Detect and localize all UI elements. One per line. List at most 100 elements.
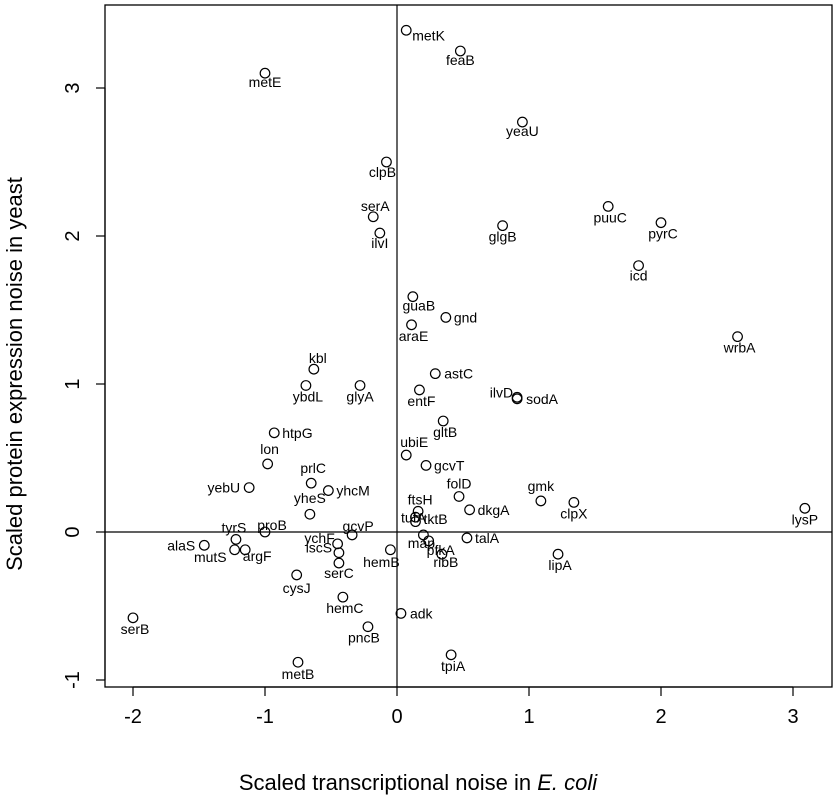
point-label-serC: serC — [324, 565, 354, 581]
point-lon — [262, 458, 274, 470]
point-label-argF: argF — [243, 548, 272, 564]
point-label-icd: icd — [630, 268, 648, 284]
point-label-iscS: iscS — [306, 540, 332, 556]
point-feaB — [454, 45, 466, 57]
point-label-guaB: guaB — [402, 298, 435, 314]
point-label-clpB: clpB — [369, 164, 396, 180]
point-label-tpiA: tpiA — [441, 658, 466, 674]
point-label-glgB: glgB — [489, 229, 517, 245]
point-pfkA — [423, 535, 435, 547]
point-label-tyrS: tyrS — [222, 519, 247, 535]
point-yhcM — [322, 485, 334, 496]
point-label-metE: metE — [249, 74, 282, 90]
point-label-gcvP: gcvP — [343, 518, 374, 534]
point-araE — [406, 319, 417, 331]
point-prlC — [305, 477, 317, 489]
point-serB — [127, 612, 139, 624]
point-iscS — [333, 547, 345, 559]
point-label-folD: folD — [447, 475, 472, 491]
point-label-yhcM: yhcM — [336, 483, 369, 499]
point-label-metK: metK — [412, 27, 445, 43]
point-serC — [333, 557, 345, 569]
point-lipA — [552, 548, 564, 560]
x-axis: -2 -1 0 1 2 3 — [124, 686, 799, 728]
point-label-serA: serA — [361, 198, 390, 214]
point-label-clpX: clpX — [560, 505, 588, 521]
point-label-ubiE: ubiE — [400, 434, 428, 450]
point-label-proB: proB — [257, 517, 287, 533]
point-lysP — [799, 502, 811, 514]
point-ubiE — [400, 449, 412, 461]
point-wrbA — [732, 331, 743, 343]
y-axis-title: Scaled protein expression noise in yeast — [2, 177, 27, 571]
point-astC — [429, 368, 441, 380]
point-label-gltB: gltB — [433, 424, 457, 440]
point-label-pyrC: pyrC — [648, 226, 678, 242]
point-tyrS — [230, 534, 242, 545]
point-label-metB: metB — [282, 666, 315, 682]
point-ftsH — [412, 505, 424, 517]
point-tufA — [410, 516, 421, 528]
point-label-mutS: mutS — [194, 549, 227, 565]
point-label-ribB: ribB — [433, 554, 458, 570]
x-tick-label: 2 — [655, 706, 666, 728]
point-label-gmk: gmk — [528, 478, 555, 494]
point-label-map: map — [408, 535, 435, 551]
point-label-gcvT: gcvT — [434, 457, 465, 473]
point-metK — [400, 24, 412, 36]
x-tick-label: -2 — [124, 706, 142, 728]
point-yheS — [304, 508, 316, 520]
point-clpB — [381, 156, 392, 168]
x-axis-title: Scaled transcriptional noise in E. coli — [239, 770, 598, 795]
point-yebU — [243, 482, 255, 494]
point-label-alaS: alaS — [167, 537, 195, 553]
point-sodA — [511, 393, 523, 405]
point-label-pncB: pncB — [348, 630, 380, 646]
point-gltB — [437, 415, 449, 427]
x-tick-label: 0 — [391, 706, 402, 728]
point-label-adk: adk — [410, 605, 434, 621]
point-label-tufA: tufA — [401, 510, 427, 526]
point-metB — [292, 656, 304, 668]
point-glyA — [354, 380, 366, 391]
point-tpiA — [445, 649, 457, 661]
x-tick-label: 3 — [787, 706, 798, 728]
point-label-puuC: puuC — [593, 209, 626, 225]
point-ribB — [436, 548, 448, 560]
point-label-cysJ: cysJ — [283, 580, 311, 596]
point-guaB — [407, 291, 419, 303]
point-label-yeaU: yeaU — [506, 123, 539, 139]
point-gnd — [440, 312, 452, 323]
point-cysJ — [291, 569, 303, 581]
point-adk — [395, 608, 407, 619]
point-serA — [367, 211, 379, 223]
point-label-ilvI: ilvI — [371, 235, 388, 251]
point-label-astC: astC — [444, 366, 473, 382]
point-dkgA — [464, 504, 476, 516]
point-label-tktB: tktB — [423, 511, 447, 527]
point-label-gnd: gnd — [454, 309, 477, 325]
point-metE — [259, 67, 271, 79]
point-label-hemB: hemB — [363, 554, 400, 570]
point-pncB — [362, 621, 374, 633]
point-kbl — [308, 363, 320, 375]
point-label-talA: talA — [475, 530, 500, 546]
point-icd — [633, 260, 644, 272]
point-argF — [239, 544, 251, 556]
point-label-hemC: hemC — [326, 600, 363, 616]
point-label-htpG: htpG — [282, 425, 312, 441]
point-folD — [453, 491, 465, 502]
point-hemC — [337, 591, 349, 603]
y-tick-label: -1 — [62, 671, 84, 689]
point-hemB — [385, 544, 396, 556]
y-axis: -1 0 1 2 3 — [62, 82, 106, 689]
point-glgB — [497, 220, 509, 232]
point-pyrC — [655, 217, 667, 229]
point-clpX — [568, 497, 580, 508]
x-tick-label: 1 — [523, 706, 534, 728]
point-label-ftsH: ftsH — [408, 491, 433, 507]
point-label-wrbA: wrbA — [723, 340, 757, 356]
point-alaS — [198, 539, 210, 551]
point-label-dkgA: dkgA — [478, 502, 511, 518]
